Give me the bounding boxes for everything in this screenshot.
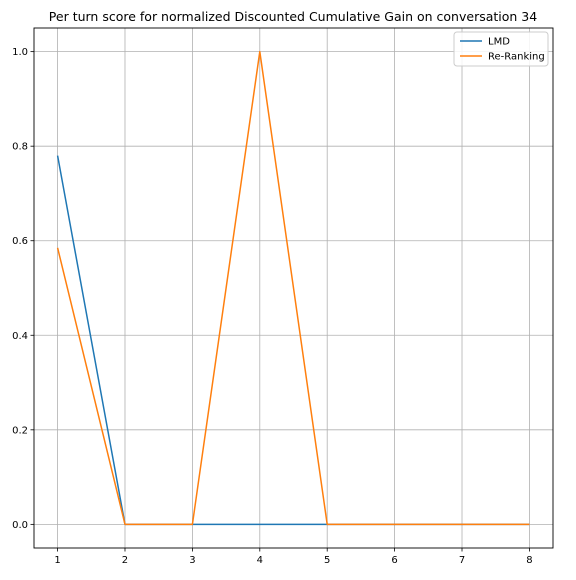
- legend-label-lmd: LMD: [488, 37, 510, 48]
- y-tick-label-4: 0.6: [12, 236, 28, 247]
- y-tick-label-2: 0.2: [12, 425, 28, 436]
- x-tick-label-2: 2: [122, 555, 128, 566]
- x-tick-label-8: 8: [526, 555, 532, 566]
- y-tick-label-1: 0.0: [12, 520, 28, 531]
- x-tick-label-3: 3: [189, 555, 195, 566]
- plot-area-frame: [33, 27, 554, 549]
- legend: LMD Re-Ranking: [453, 31, 549, 67]
- y-tick-label-3: 0.4: [12, 331, 28, 342]
- legend-label-re-ranking: Re-Ranking: [488, 52, 545, 63]
- x-tick-label-5: 5: [324, 555, 330, 566]
- y-tick-label-6: 1.0: [12, 47, 28, 58]
- x-tick-label-6: 6: [391, 555, 397, 566]
- chart-title: Per turn score for normalized Discounted…: [49, 9, 537, 24]
- series-line-re-ranking: [56, 50, 530, 526]
- x-tick-label-4: 4: [257, 555, 263, 566]
- series-lines: [56, 50, 530, 526]
- x-tick-label-7: 7: [459, 555, 465, 566]
- axis-ticks: 1 2 3 4 5 6 7 8 0.0 0.2 0.4 0.6 0.8 1.0: [12, 47, 533, 566]
- x-tick-label-1: 1: [54, 555, 60, 566]
- y-tick-label-5: 0.8: [12, 142, 28, 153]
